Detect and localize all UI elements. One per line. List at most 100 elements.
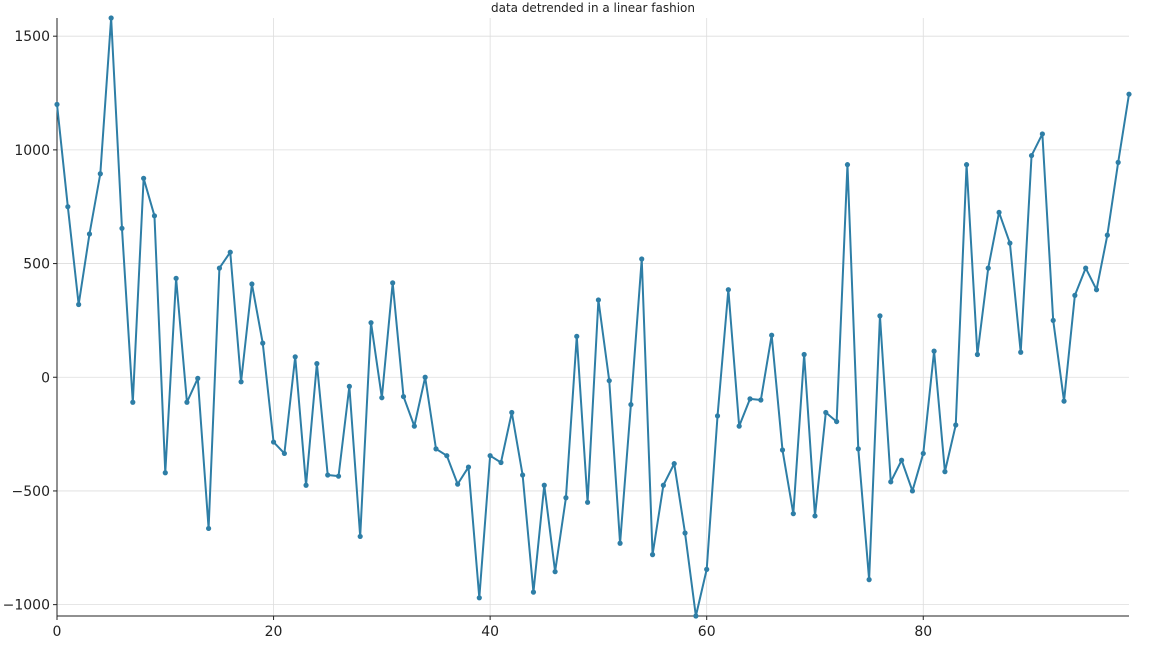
data-point: [639, 256, 645, 262]
series-line: [56, 17, 1130, 617]
data-point: [682, 530, 688, 536]
data-point: [1083, 265, 1089, 271]
data-point: [909, 488, 916, 494]
data-point: [162, 470, 168, 476]
data-point: [736, 423, 742, 429]
data-point: [249, 281, 255, 287]
data-point: [357, 533, 363, 540]
data-point: [758, 397, 764, 403]
data-point: [877, 313, 883, 319]
data-point: [141, 175, 147, 181]
data-point: [1115, 159, 1121, 165]
data-series: [54, 15, 1132, 619]
data-point: [530, 589, 537, 595]
data-point: [444, 453, 450, 459]
data-point: [801, 351, 807, 358]
x-tick-label: 60: [698, 624, 716, 640]
data-point: [314, 361, 320, 367]
data-point: [455, 481, 461, 487]
data-point: [617, 540, 623, 546]
data-point: [834, 418, 840, 425]
data-point: [379, 395, 385, 401]
data-point: [1104, 232, 1110, 238]
data-point: [76, 301, 82, 308]
data-point: [465, 464, 472, 470]
data-point: [606, 378, 612, 384]
data-point: [541, 482, 547, 488]
data-point: [205, 525, 212, 532]
data-point: [487, 453, 493, 459]
data-point: [325, 472, 331, 478]
data-point: [238, 379, 244, 385]
data-point: [335, 473, 342, 479]
y-tick-label: −1000: [3, 598, 50, 614]
data-point: [216, 265, 223, 271]
data-point: [1126, 91, 1132, 97]
data-point: [97, 171, 103, 177]
data-point: [400, 393, 407, 400]
data-point: [422, 374, 428, 380]
data-point: [433, 446, 439, 452]
data-point: [260, 340, 266, 346]
data-point: [227, 249, 233, 255]
x-axis-ticks: 0 20 40 60 80: [53, 616, 932, 640]
data-point: [86, 231, 93, 237]
y-tick-label: −500: [12, 484, 50, 500]
data-point: [974, 351, 981, 358]
y-tick-label: 500: [23, 257, 50, 273]
data-point: [1093, 287, 1100, 293]
data-point: [1072, 292, 1078, 298]
data-point: [953, 422, 959, 428]
data-point: [899, 457, 905, 463]
data-point: [281, 450, 287, 457]
data-point: [649, 552, 656, 558]
data-point: [963, 162, 970, 168]
data-point: [812, 513, 818, 519]
data-point: [823, 409, 829, 416]
data-point: [595, 297, 602, 303]
data-point: [292, 354, 298, 360]
data-point: [368, 320, 374, 326]
data-point: [996, 209, 1002, 216]
data-point: [130, 399, 136, 405]
data-point: [942, 469, 948, 475]
data-point: [498, 459, 504, 466]
x-tick-label: 20: [265, 624, 283, 640]
data-point: [563, 495, 569, 501]
data-point: [1028, 152, 1035, 159]
y-tick-label: 0: [41, 370, 50, 386]
y-axis-ticks: −1000 −500 0 500 1000 1500: [3, 29, 57, 614]
data-point: [346, 383, 352, 389]
data-point: [151, 213, 158, 219]
data-point: [552, 569, 558, 575]
data-point: [790, 511, 796, 517]
grid: [56, 18, 1129, 616]
data-point: [985, 265, 991, 271]
axes: [56, 18, 1129, 617]
data-point: [1050, 317, 1056, 324]
data-point: [173, 275, 179, 281]
data-point: [54, 101, 60, 108]
data-point: [411, 423, 417, 429]
data-point: [747, 396, 753, 402]
data-point: [1061, 398, 1067, 404]
data-point: [476, 595, 482, 601]
data-point: [390, 280, 396, 286]
chart-title: data detrended in a linear fashion: [491, 1, 695, 15]
data-point: [1018, 349, 1024, 355]
data-point: [184, 399, 190, 405]
x-tick-label: 40: [481, 624, 499, 640]
data-point: [888, 479, 894, 485]
data-point: [509, 409, 515, 416]
y-tick-label: 1000: [14, 143, 50, 159]
data-point: [584, 499, 591, 505]
data-point: [660, 482, 666, 488]
y-tick-label: 1500: [14, 29, 50, 45]
data-point: [119, 225, 125, 231]
data-point: [270, 439, 277, 445]
x-tick-label: 0: [53, 624, 62, 640]
data-point: [866, 577, 872, 583]
x-tick-label: 80: [914, 624, 932, 640]
data-point: [628, 401, 634, 408]
data-point: [931, 348, 937, 354]
